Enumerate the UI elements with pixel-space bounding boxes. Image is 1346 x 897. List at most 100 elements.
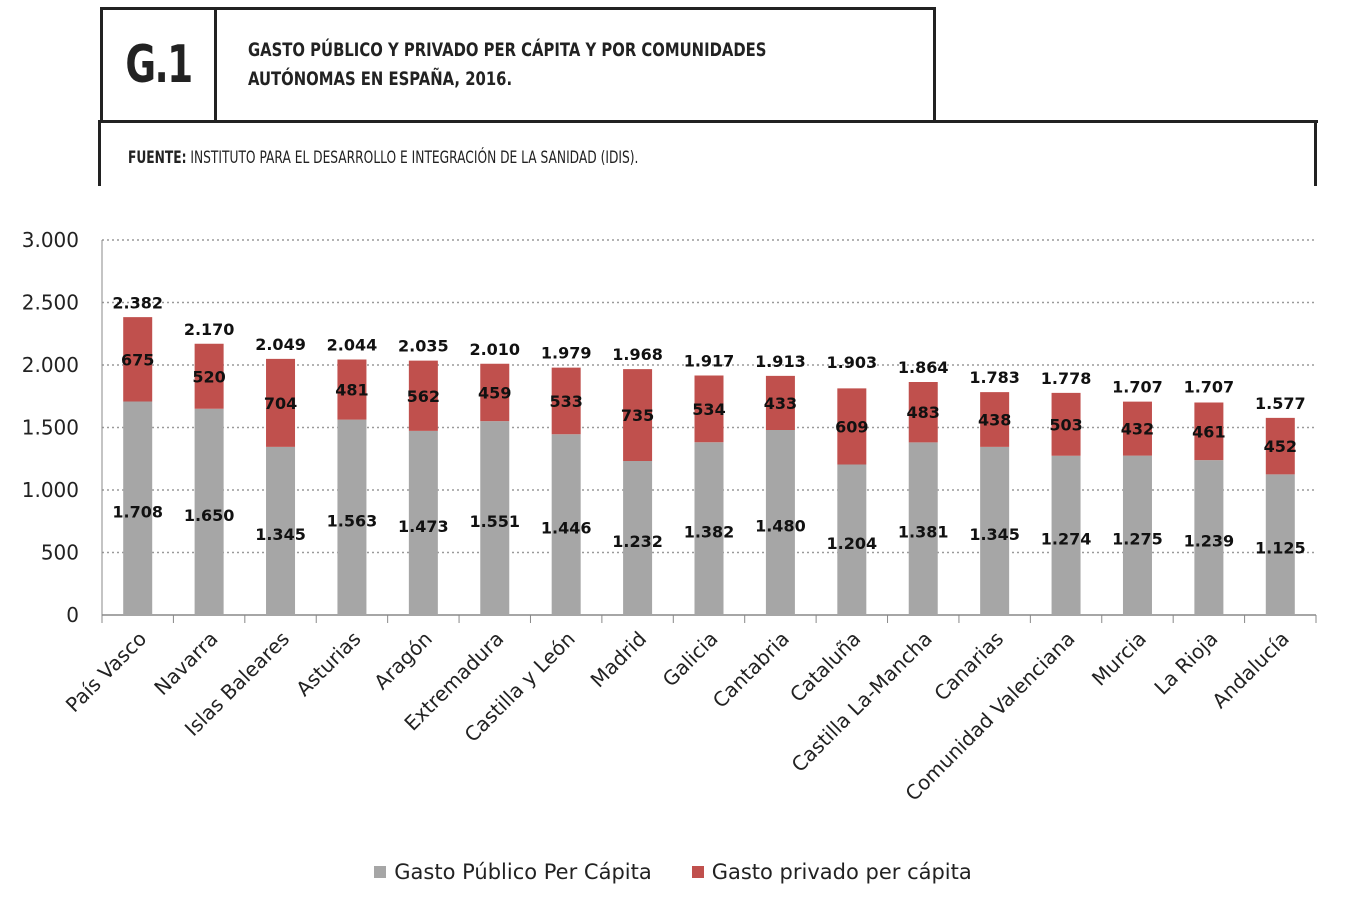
data-label-private: 433: [764, 394, 797, 413]
data-label-private: 533: [549, 392, 582, 411]
data-label-total: 1.707: [1184, 378, 1235, 397]
bar-private: [1194, 402, 1224, 461]
bar-public: [623, 461, 653, 615]
data-label-public: 1.473: [398, 517, 449, 536]
bar-private: [551, 367, 581, 435]
data-label-total: 1.864: [898, 358, 949, 377]
data-label-private: 503: [1049, 415, 1082, 434]
data-label-public: 1.232: [612, 532, 663, 551]
data-label-private: 534: [692, 400, 725, 419]
x-tick-label: Andalucía: [1207, 627, 1294, 714]
data-label-total: 1.783: [969, 368, 1020, 387]
y-tick-label: 500: [41, 541, 79, 565]
data-label-public: 1.275: [1112, 529, 1163, 548]
source-label: FUENTE:: [128, 148, 187, 168]
data-label-public: 1.563: [327, 511, 378, 530]
bar-public: [694, 442, 724, 615]
data-label-public: 1.381: [898, 523, 949, 542]
bar-private: [765, 375, 795, 430]
x-tick-label: La Rioja: [1149, 627, 1222, 700]
legend-item-private: Gasto privado per cápita: [691, 860, 972, 884]
y-tick-label: 1.000: [22, 478, 79, 502]
bar-private: [194, 343, 224, 409]
source-note: FUENTE: INSTITUTO PARA EL DESARROLLO E I…: [128, 148, 638, 168]
header-divider: [100, 120, 1318, 123]
data-label-public: 1.239: [1184, 532, 1235, 551]
data-label-total: 1.778: [1041, 369, 1092, 388]
data-label-public: 1.382: [684, 523, 735, 542]
data-label-total: 1.577: [1255, 394, 1306, 413]
bar-public: [551, 434, 581, 615]
bar-private: [1051, 392, 1081, 456]
data-label-private: 438: [978, 411, 1011, 430]
data-label-total: 2.049: [255, 335, 306, 354]
data-label-private: 483: [907, 403, 940, 422]
bar-private: [480, 363, 510, 422]
data-label-private: 432: [1121, 420, 1154, 439]
bar-private: [908, 382, 938, 443]
bar-public: [337, 419, 367, 615]
data-label-public: 1.345: [255, 525, 306, 544]
legend-swatch-private: [691, 866, 704, 878]
data-label-total: 1.903: [827, 353, 878, 372]
y-tick-label: 2.000: [22, 353, 79, 377]
legend-item-public: Gasto Público Per Cápita: [374, 860, 652, 884]
figure-code: G.1: [125, 35, 193, 95]
bar-public: [980, 446, 1010, 615]
bar-private: [837, 388, 867, 465]
bar-public: [1051, 455, 1081, 615]
y-tick-label: 1.500: [22, 416, 79, 440]
data-label-public: 1.125: [1255, 539, 1306, 558]
data-label-public: 1.551: [469, 512, 520, 531]
bar-public: [837, 464, 867, 615]
x-tick-label: Murcia: [1087, 627, 1151, 691]
bar-private: [980, 392, 1010, 447]
bar-public: [194, 408, 224, 615]
legend-label-private: Gasto privado per cápita: [711, 860, 972, 884]
data-label-total: 1.913: [755, 352, 806, 371]
x-tick-label: País Vasco: [61, 627, 151, 717]
legend-swatch-public: [374, 866, 387, 878]
data-label-total: 1.917: [684, 351, 735, 370]
data-label-total: 1.979: [541, 344, 592, 363]
data-label-private: 675: [121, 350, 154, 369]
data-label-public: 1.345: [969, 525, 1020, 544]
source-box-right-border: [1314, 120, 1317, 186]
bar-private: [623, 369, 653, 461]
data-label-private: 461: [1192, 422, 1225, 441]
bar-public: [765, 430, 795, 615]
bar-public: [480, 421, 510, 615]
bar-private: [123, 317, 153, 402]
bar-public: [408, 430, 438, 615]
data-label-total: 2.044: [327, 336, 378, 355]
x-tick-label: Cantabria: [708, 627, 794, 713]
data-label-public: 1.204: [827, 534, 878, 553]
data-label-public: 1.480: [755, 517, 806, 536]
header-separator: [214, 7, 217, 122]
data-label-total: 2.035: [398, 337, 449, 356]
data-label-public: 1.274: [1041, 529, 1092, 548]
data-label-private: 704: [264, 394, 297, 413]
data-label-total: 2.382: [112, 293, 163, 312]
y-tick-label: 0: [66, 603, 79, 627]
bar-public: [1122, 455, 1152, 615]
bar-public: [1194, 460, 1224, 615]
data-label-private: 735: [621, 406, 654, 425]
legend-label-public: Gasto Público Per Cápita: [394, 860, 652, 884]
bar-public: [266, 446, 296, 615]
chart-legend: Gasto Público Per Cápita Gasto privado p…: [0, 860, 1346, 884]
data-label-private: 481: [335, 381, 368, 400]
bar-private: [337, 359, 367, 420]
data-label-total: 1.968: [612, 345, 663, 364]
bar-public: [123, 401, 153, 615]
bar-public: [908, 442, 938, 615]
chart-title: GASTO PÚBLICO Y PRIVADO PER CÁPITA Y POR…: [248, 36, 766, 94]
data-label-private: 609: [835, 417, 868, 436]
x-tick-label: Asturias: [291, 627, 365, 701]
data-label-private: 520: [192, 367, 225, 386]
x-tick-label: Castilla La-Mancha: [787, 627, 937, 777]
data-label-total: 1.707: [1112, 378, 1163, 397]
y-tick-label: 3.000: [22, 228, 79, 252]
data-label-private: 452: [1264, 437, 1297, 456]
x-tick-label: Navarra: [149, 627, 222, 700]
